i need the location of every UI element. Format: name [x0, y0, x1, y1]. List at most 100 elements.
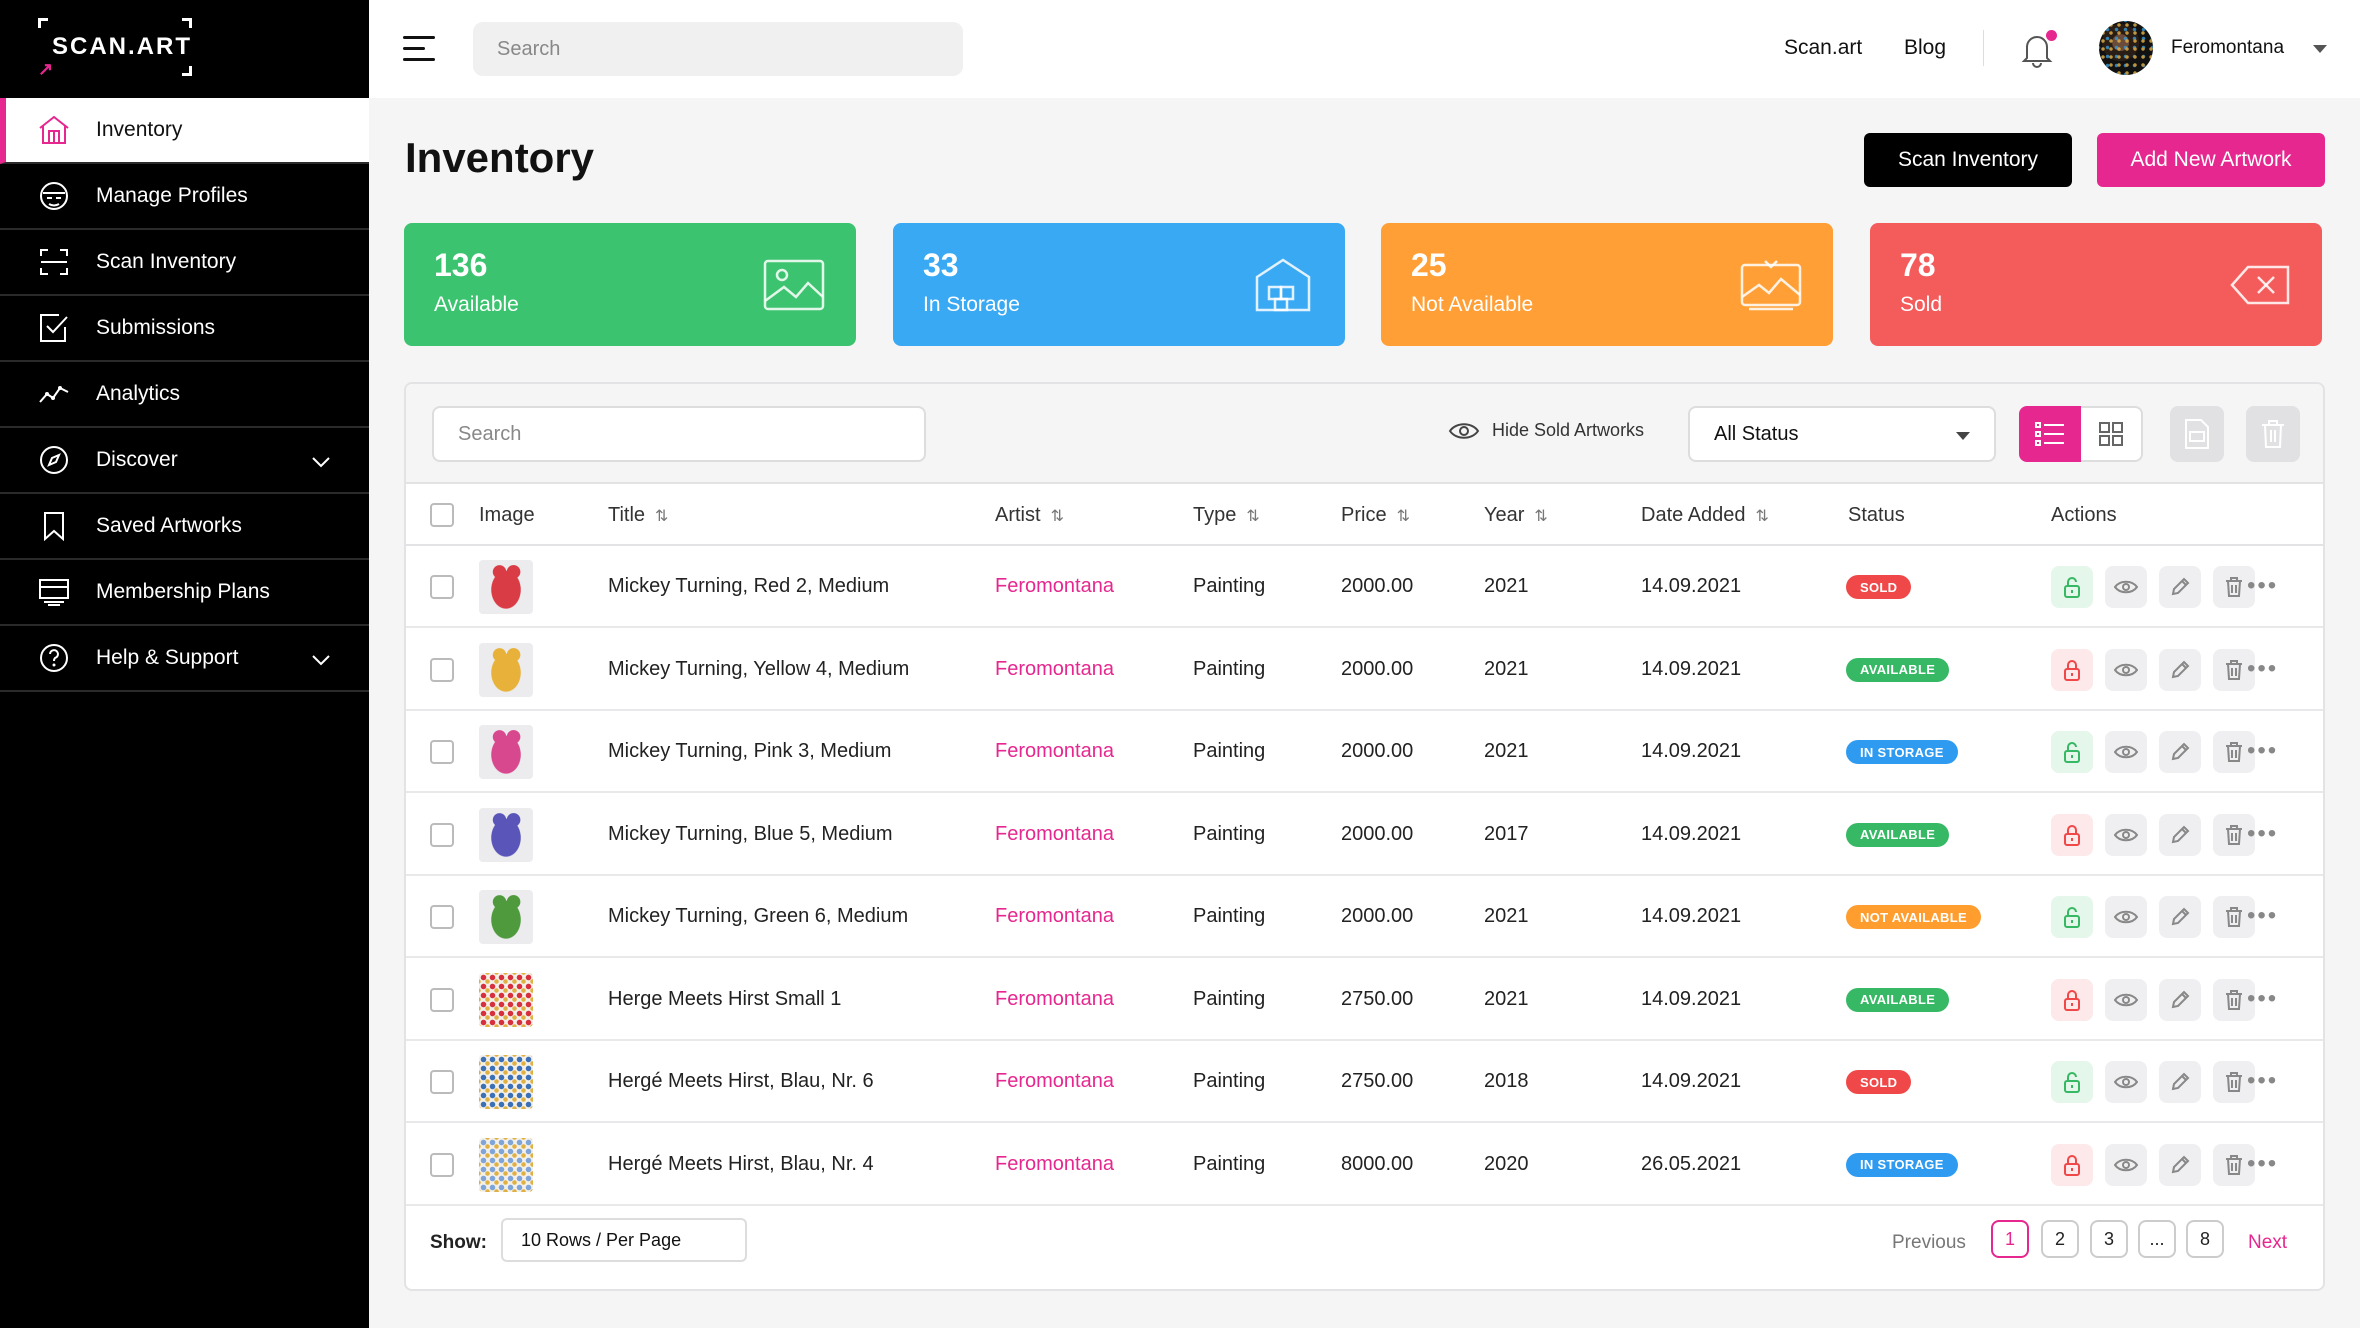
sidebar-item-manage-profiles[interactable]: Manage Profiles	[0, 164, 369, 230]
pagination-page[interactable]: 1	[1991, 1220, 2029, 1258]
edit-icon[interactable]	[2159, 1061, 2201, 1103]
row-checkbox[interactable]	[430, 1152, 454, 1177]
row-checkbox[interactable]	[430, 905, 454, 929]
delete-icon[interactable]	[2213, 731, 2255, 773]
delete-icon[interactable]	[2213, 978, 2255, 1021]
row-checkbox[interactable]	[430, 987, 454, 1012]
view-icon[interactable]	[2105, 813, 2147, 856]
sidebar-item-inventory[interactable]: Inventory	[0, 98, 369, 164]
lock-icon[interactable]	[2051, 813, 2093, 856]
unlock-icon[interactable]	[2051, 1061, 2093, 1103]
lock-icon[interactable]	[2051, 1143, 2093, 1186]
delete-icon[interactable]	[2213, 1143, 2255, 1186]
more-options-icon[interactable]: •••	[2247, 984, 2279, 1012]
artwork-thumbnail[interactable]	[479, 642, 533, 697]
table-row[interactable]: Mickey Turning, Green 6, Medium Feromont…	[406, 876, 2323, 958]
pagination-next[interactable]: Next	[2248, 1232, 2288, 1253]
status-filter-select[interactable]: All Status	[1688, 406, 1996, 462]
more-options-icon[interactable]: •••	[2247, 1149, 2279, 1177]
artist-link[interactable]: Feromontana	[995, 1070, 1114, 1092]
sidebar-item-discover[interactable]: Discover	[0, 428, 369, 494]
edit-icon[interactable]	[2159, 896, 2201, 938]
add-new-artwork-button[interactable]: Add New Artwork	[2097, 133, 2325, 187]
row-checkbox[interactable]	[430, 822, 454, 847]
sidebar-item-scan-inventory[interactable]: Scan Inventory	[0, 230, 369, 296]
table-row[interactable]: Mickey Turning, Blue 5, Medium Feromonta…	[406, 794, 2323, 876]
delete-icon[interactable]	[2213, 566, 2255, 608]
artist-link[interactable]: Feromontana	[995, 575, 1114, 597]
view-icon[interactable]	[2105, 731, 2147, 773]
artwork-thumbnail[interactable]	[479, 725, 533, 779]
table-row[interactable]: Hergé Meets Hirst, Blau, Nr. 6 Feromonta…	[406, 1041, 2323, 1123]
stat-card-sold[interactable]: 78 Sold	[1870, 223, 2322, 346]
link-blog[interactable]: Blog	[1904, 36, 1947, 59]
pagination-page[interactable]: 3	[2090, 1220, 2128, 1258]
stat-card-not-available[interactable]: 25 Not Available	[1381, 223, 1833, 346]
pagination-page[interactable]: 2	[2041, 1220, 2079, 1258]
artwork-thumbnail[interactable]	[479, 1055, 533, 1109]
view-icon[interactable]	[2105, 978, 2147, 1021]
delete-icon[interactable]	[2213, 813, 2255, 856]
unlock-icon[interactable]	[2051, 566, 2093, 608]
menu-toggle-icon[interactable]	[403, 36, 435, 62]
view-icon[interactable]	[2105, 896, 2147, 938]
sidebar-item-membership-plans[interactable]: Membership Plans	[0, 560, 369, 626]
view-icon[interactable]	[2105, 1143, 2147, 1186]
global-search-input[interactable]	[473, 22, 963, 76]
table-search-input[interactable]	[432, 406, 926, 462]
link-scan-art[interactable]: Scan.art	[1784, 36, 1863, 59]
unlock-icon[interactable]	[2051, 896, 2093, 938]
list-view-button[interactable]	[2019, 406, 2081, 462]
edit-icon[interactable]	[2159, 1143, 2201, 1186]
avatar[interactable]	[2099, 21, 2153, 75]
delete-icon[interactable]	[2213, 896, 2255, 938]
more-options-icon[interactable]: •••	[2247, 1067, 2279, 1094]
lock-icon[interactable]	[2051, 978, 2093, 1021]
column-year[interactable]: Year ⇅	[1484, 504, 1548, 526]
artist-link[interactable]: Feromontana	[995, 987, 1114, 1010]
grid-view-button[interactable]	[2081, 406, 2143, 462]
table-row[interactable]: Hergé Meets Hirst, Blau, Nr. 4 Feromonta…	[406, 1124, 2323, 1206]
select-all-checkbox[interactable]	[430, 503, 454, 527]
username[interactable]: Feromontana	[2171, 37, 2285, 58]
table-row[interactable]: Herge Meets Hirst Small 1 Feromontana Pa…	[406, 959, 2323, 1041]
column-title[interactable]: Title ⇅	[608, 504, 669, 526]
chevron-down-icon[interactable]	[311, 648, 331, 672]
row-checkbox[interactable]	[430, 1070, 454, 1094]
artist-link[interactable]: Feromontana	[995, 657, 1114, 680]
column-artist[interactable]: Artist ⇅	[995, 504, 1064, 526]
column-price[interactable]: Price ⇅	[1341, 504, 1410, 526]
row-checkbox[interactable]	[430, 740, 454, 764]
edit-icon[interactable]	[2159, 813, 2201, 856]
export-pdf-button[interactable]	[2170, 406, 2224, 462]
artist-link[interactable]: Feromontana	[995, 905, 1114, 927]
view-icon[interactable]	[2105, 648, 2147, 691]
sidebar-item-submissions[interactable]: Submissions	[0, 296, 369, 362]
edit-icon[interactable]	[2159, 978, 2201, 1021]
delete-icon[interactable]	[2213, 1061, 2255, 1103]
sidebar-item-help-support[interactable]: Help & Support	[0, 626, 369, 692]
rows-per-page-select[interactable]: 10 Rows / Per Page	[501, 1218, 747, 1262]
edit-icon[interactable]	[2159, 648, 2201, 691]
delete-icon[interactable]	[2213, 648, 2255, 691]
artist-link[interactable]: Feromontana	[995, 740, 1114, 762]
artist-link[interactable]: Feromontana	[995, 1152, 1114, 1175]
artwork-thumbnail[interactable]	[479, 560, 533, 614]
table-row[interactable]: Mickey Turning, Yellow 4, Medium Feromon…	[406, 629, 2323, 711]
row-checkbox[interactable]	[430, 575, 454, 599]
sidebar-item-saved-artworks[interactable]: Saved Artworks	[0, 494, 369, 560]
notification-bell-icon[interactable]	[2019, 30, 2057, 68]
pagination-page[interactable]: 8	[2186, 1220, 2224, 1258]
stat-card-available[interactable]: 136 Available	[404, 223, 856, 346]
artist-link[interactable]: Feromontana	[995, 822, 1114, 845]
scan-inventory-button[interactable]: Scan Inventory	[1864, 133, 2072, 187]
view-icon[interactable]	[2105, 1061, 2147, 1103]
sidebar-item-analytics[interactable]: Analytics	[0, 362, 369, 428]
table-row[interactable]: Mickey Turning, Red 2, Medium Feromontan…	[406, 546, 2323, 628]
more-options-icon[interactable]: •••	[2247, 572, 2279, 599]
more-options-icon[interactable]: •••	[2247, 737, 2279, 764]
user-menu-caret-icon[interactable]	[2313, 45, 2327, 53]
bulk-delete-button[interactable]	[2246, 406, 2300, 462]
unlock-icon[interactable]	[2051, 731, 2093, 773]
lock-icon[interactable]	[2051, 648, 2093, 691]
